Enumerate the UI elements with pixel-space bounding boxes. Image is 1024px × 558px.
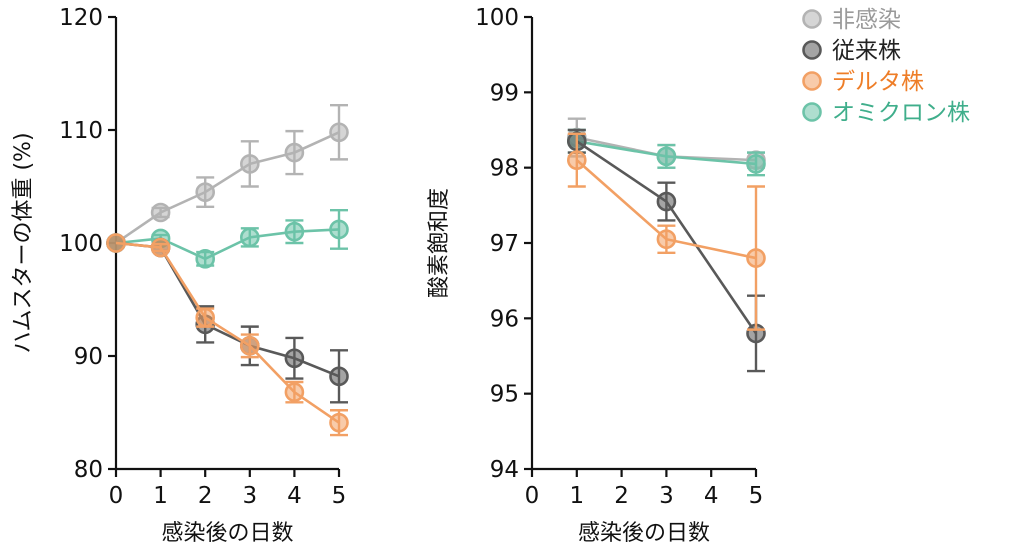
series-omicron — [566, 128, 766, 177]
x-tick-label: 2 — [614, 483, 629, 509]
series-omicron — [106, 209, 349, 269]
data-point — [150, 202, 171, 223]
weight-chart: 80 90 100 110 120 0 1 2 3 4 5 感染後の日数 ハムスターの体重 (%) — [11, 5, 349, 546]
x-tick-label: 4 — [287, 483, 302, 509]
x-tick-label: 0 — [109, 483, 124, 509]
oxygen-chart: 94 95 96 97 98 99 100 0 1 2 3 4 5 感染後の日数 酸素飽和度 — [427, 5, 766, 546]
x-tick-label: 1 — [569, 483, 584, 509]
data-point — [329, 219, 349, 240]
legend-item-delta: デルタ株 — [802, 69, 924, 95]
y-tick-label: 94 — [490, 457, 519, 483]
legend-item-ancestral: 従来株 — [802, 38, 901, 64]
y-tick-label: 80 — [74, 457, 103, 483]
y-axis-title: 酸素飽和度 — [427, 188, 452, 298]
y-tick-label: 97 — [490, 231, 519, 257]
legend-item-uninfected: 非感染 — [802, 7, 901, 33]
legend-marker — [802, 9, 822, 29]
y-tick-label: 96 — [490, 306, 519, 332]
y-tick-label: 100 — [475, 5, 519, 31]
legend-label: 非感染 — [832, 7, 901, 33]
legend-label: 従来株 — [832, 38, 901, 64]
data-point — [240, 336, 260, 356]
x-tick-label: 1 — [153, 483, 168, 509]
data-point — [106, 233, 126, 253]
data-point — [284, 382, 305, 402]
x-tick-label: 5 — [749, 483, 764, 509]
legend-item-omicron: オミクロン株 — [802, 100, 970, 126]
x-tick-label: 3 — [242, 483, 257, 509]
series-line — [115, 241, 340, 424]
data-point — [656, 229, 677, 250]
y-tick-label: 99 — [490, 80, 519, 106]
legend-marker — [802, 102, 822, 122]
legend-marker — [802, 40, 822, 60]
data-point — [284, 348, 305, 369]
x-tick-label: 3 — [659, 483, 674, 509]
series-line — [115, 131, 340, 245]
data-point — [329, 412, 349, 433]
legend-label: オミクロン株 — [832, 100, 970, 126]
y-tick-label: 95 — [490, 382, 519, 408]
data-point — [195, 307, 215, 328]
y-tick-label: 110 — [59, 118, 103, 144]
data-point — [566, 150, 587, 170]
series-ancestral — [106, 233, 349, 404]
x-axis-title: 感染後の日数 — [161, 521, 293, 546]
series-line — [115, 228, 340, 261]
series-delta — [566, 132, 766, 331]
data-point — [195, 249, 215, 269]
data-point — [329, 122, 349, 143]
data-point — [284, 221, 305, 242]
data-point — [656, 146, 677, 167]
x-tick-label: 4 — [704, 483, 719, 509]
x-tick-label: 0 — [525, 483, 540, 509]
data-point — [329, 366, 349, 387]
data-point — [656, 191, 677, 212]
data-point — [284, 142, 305, 163]
data-point — [746, 154, 766, 174]
series-delta — [106, 233, 349, 437]
data-point — [240, 154, 260, 174]
data-point — [195, 182, 215, 202]
legend-label: デルタ株 — [832, 69, 924, 95]
x-tick-label: 5 — [332, 483, 347, 509]
y-tick-label: 90 — [74, 344, 103, 370]
data-point — [746, 248, 766, 268]
x-tick-label: 2 — [198, 483, 213, 509]
legend-marker — [802, 71, 822, 91]
x-axis-title: 感染後の日数 — [578, 521, 710, 546]
y-tick-label: 120 — [59, 5, 103, 31]
y-tick-label: 100 — [59, 231, 103, 257]
y-tick-label: 98 — [490, 156, 519, 182]
y-axis-title: ハムスターの体重 (%) — [11, 132, 36, 353]
data-point — [240, 227, 260, 248]
data-point — [150, 237, 171, 258]
series-line — [115, 241, 340, 378]
